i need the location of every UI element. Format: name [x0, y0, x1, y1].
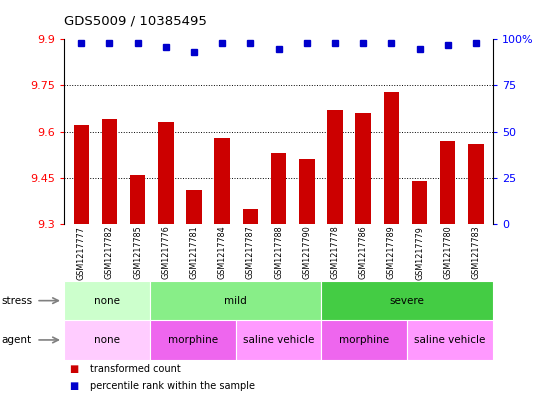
Text: GSM1217784: GSM1217784 — [218, 226, 227, 279]
Text: GSM1217782: GSM1217782 — [105, 226, 114, 279]
Text: saline vehicle: saline vehicle — [414, 335, 486, 345]
Text: GSM1217787: GSM1217787 — [246, 226, 255, 279]
Text: GSM1217776: GSM1217776 — [161, 226, 170, 279]
Text: GSM1217789: GSM1217789 — [387, 226, 396, 279]
Text: GSM1217779: GSM1217779 — [415, 226, 424, 279]
Bar — [271, 153, 286, 224]
Bar — [158, 122, 174, 224]
Text: GSM1217788: GSM1217788 — [274, 226, 283, 279]
Bar — [150, 320, 236, 360]
Text: GSM1217777: GSM1217777 — [77, 226, 86, 279]
Text: severe: severe — [390, 296, 424, 306]
Bar — [150, 281, 321, 320]
Text: GSM1217785: GSM1217785 — [133, 226, 142, 279]
Bar — [130, 175, 146, 224]
Bar — [236, 320, 321, 360]
Text: none: none — [94, 335, 120, 345]
Bar — [214, 138, 230, 224]
Bar — [64, 281, 150, 320]
Text: agent: agent — [1, 335, 31, 345]
Bar — [102, 119, 117, 224]
Bar — [407, 320, 493, 360]
Text: GSM1217780: GSM1217780 — [443, 226, 452, 279]
Bar — [356, 113, 371, 224]
Bar — [73, 125, 89, 224]
Text: stress: stress — [1, 296, 32, 306]
Text: GSM1217778: GSM1217778 — [330, 226, 339, 279]
Text: percentile rank within the sample: percentile rank within the sample — [90, 381, 255, 391]
Bar — [468, 144, 484, 224]
Text: transformed count: transformed count — [90, 364, 181, 374]
Bar — [242, 209, 258, 224]
Bar — [412, 181, 427, 224]
Bar — [321, 320, 407, 360]
Text: GSM1217786: GSM1217786 — [358, 226, 368, 279]
Text: ■: ■ — [69, 364, 78, 374]
Text: GDS5009 / 10385495: GDS5009 / 10385495 — [64, 15, 207, 28]
Text: morphine: morphine — [339, 335, 389, 345]
Bar — [327, 110, 343, 224]
Text: GSM1217790: GSM1217790 — [302, 226, 311, 279]
Text: GSM1217783: GSM1217783 — [472, 226, 480, 279]
Bar — [186, 190, 202, 224]
Bar — [64, 320, 150, 360]
Text: GSM1217781: GSM1217781 — [189, 226, 199, 279]
Text: ■: ■ — [69, 381, 78, 391]
Bar — [321, 281, 493, 320]
Text: saline vehicle: saline vehicle — [243, 335, 314, 345]
Bar — [440, 141, 455, 224]
Bar — [299, 160, 315, 224]
Text: mild: mild — [225, 296, 247, 306]
Text: none: none — [94, 296, 120, 306]
Text: morphine: morphine — [168, 335, 218, 345]
Bar — [384, 92, 399, 224]
